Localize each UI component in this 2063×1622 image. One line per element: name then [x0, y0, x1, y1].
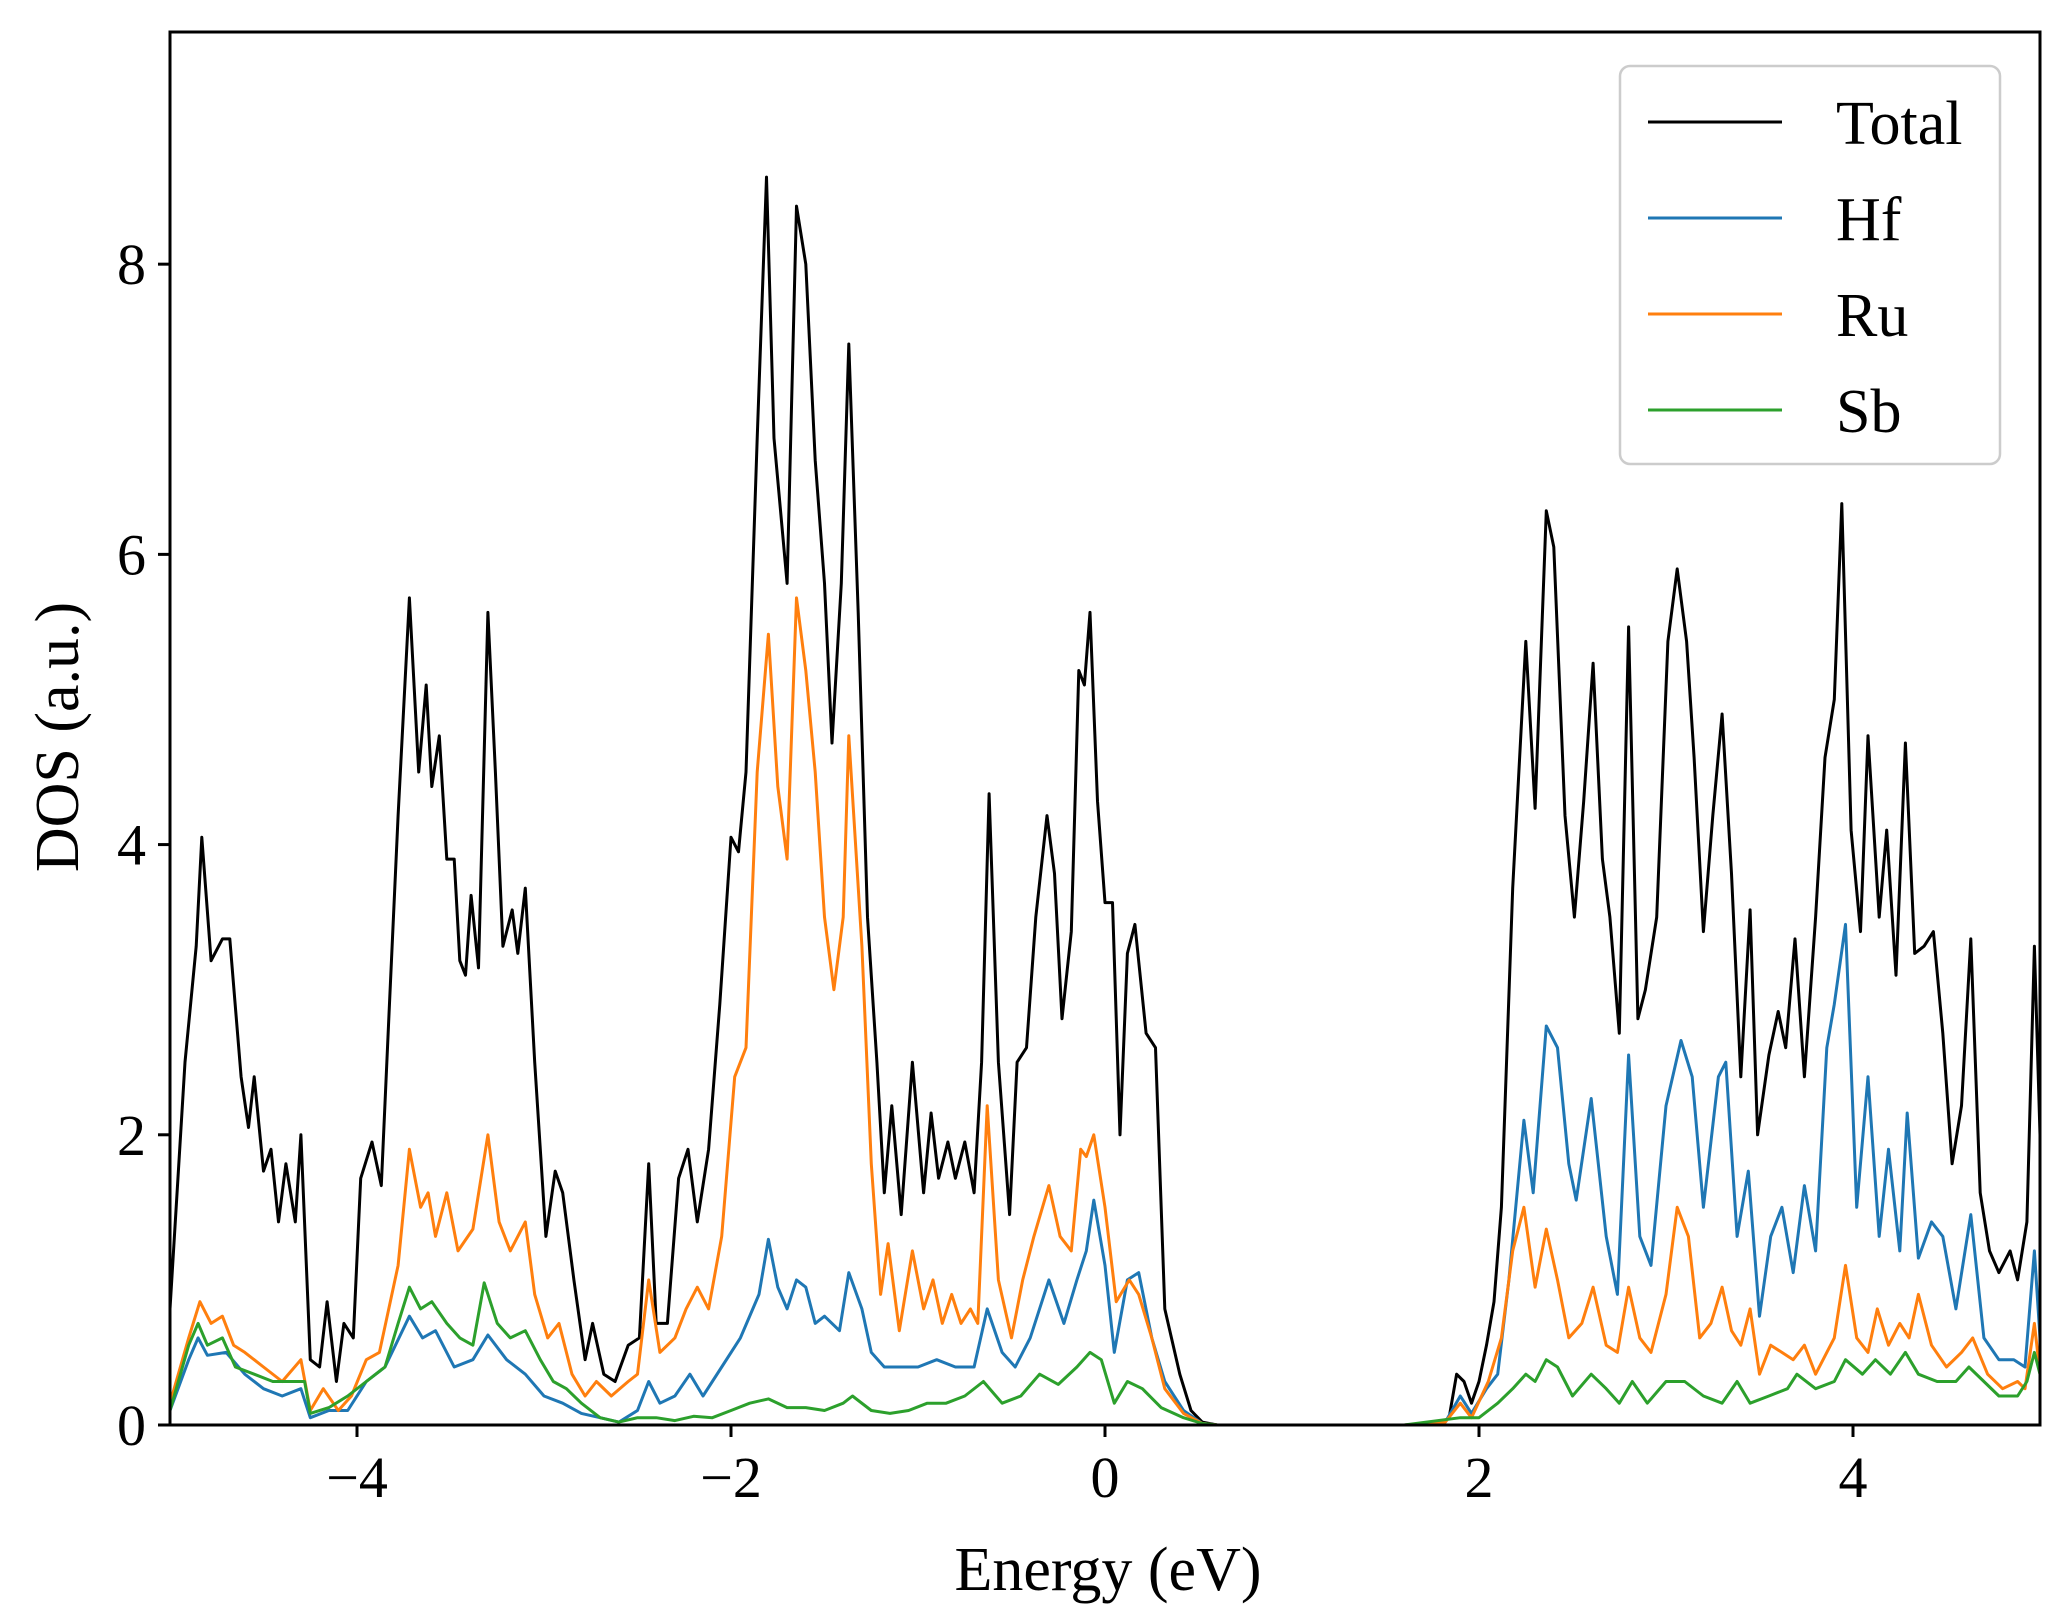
y-tick-label: 0 — [117, 1393, 146, 1458]
y-tick-label: 4 — [117, 813, 146, 878]
series-line-total — [170, 175, 2040, 1425]
y-tick-label: 2 — [117, 1103, 146, 1168]
legend-box — [1618, 64, 2002, 466]
series-layer — [170, 175, 2040, 1425]
series-line-sb — [170, 1281, 2040, 1425]
x-tick-label: 0 — [1091, 1445, 1120, 1510]
legend-label-sb: Sb — [1836, 378, 1901, 446]
y-tick-label: 8 — [117, 232, 146, 297]
legend: Total Hf Ru Sb — [1618, 64, 2002, 466]
legend-label-total: Total — [1836, 90, 1963, 158]
series-line-hf — [170, 922, 2040, 1425]
x-tick-label: 4 — [1839, 1445, 1868, 1510]
axes-layer: −4 −2 0 2 4 0 2 4 6 8 — [117, 30, 2042, 1510]
series-line-ru — [170, 596, 2040, 1425]
y-tick-label: 6 — [117, 522, 146, 587]
x-axis-title: Energy (eV) — [954, 1536, 1261, 1604]
x-tick-label: −2 — [700, 1445, 762, 1510]
y-axis-title: DOS (a.u.) — [24, 602, 92, 872]
x-tick-label: 2 — [1465, 1445, 1494, 1510]
legend-label-ru: Ru — [1836, 282, 1908, 350]
legend-label-hf: Hf — [1836, 186, 1902, 254]
x-tick-label: −4 — [326, 1445, 388, 1510]
